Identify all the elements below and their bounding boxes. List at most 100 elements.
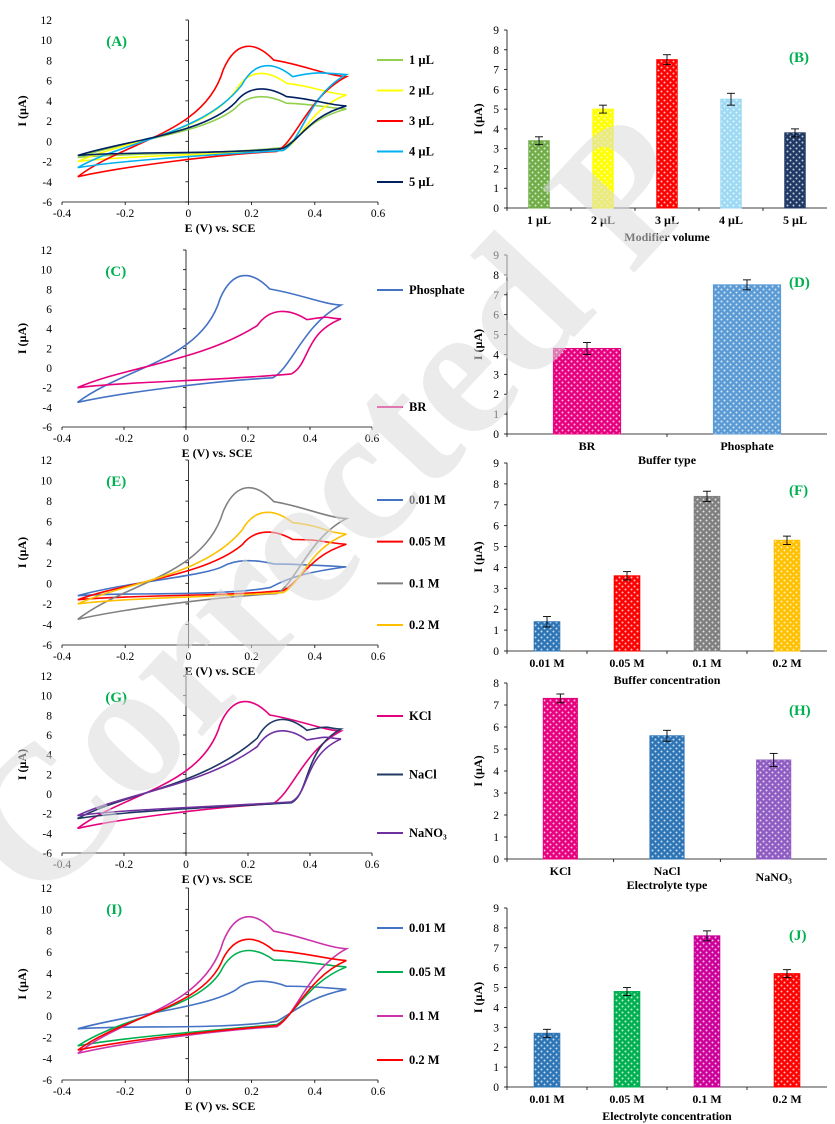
y-tick-label: 6 <box>493 310 499 322</box>
y-tick-label: 2 <box>46 343 52 355</box>
y-tick-label: 3 <box>493 144 499 156</box>
x-tick-label: -0.4 <box>53 433 71 445</box>
y-tick-label: 10 <box>41 691 53 703</box>
x-tick-label: 0.2 <box>244 1086 259 1098</box>
y-tick-label: 2 <box>493 163 499 175</box>
x-tick-label: 0.4 <box>308 208 323 220</box>
y-tick-label: 6 <box>46 730 52 742</box>
y-tick-label: 8 <box>493 479 499 491</box>
y-tick-label: 0 <box>493 1082 499 1094</box>
y-tick-label: -4 <box>42 619 52 631</box>
y-tick-label: -6 <box>42 1075 52 1087</box>
y-tick-label: 6 <box>493 84 499 96</box>
y-tick-label: 5 <box>493 330 499 342</box>
y-tick-label: 12 <box>41 245 53 257</box>
y-axis-label: I (µA) <box>471 755 485 786</box>
legend-entry: 1 µL <box>409 53 434 67</box>
y-tick-label: 8 <box>493 678 499 690</box>
y-tick-label: 0 <box>493 646 499 658</box>
y-tick-label: 3 <box>493 788 499 800</box>
cv-curve-series <box>77 310 342 389</box>
y-tick-label: -2 <box>42 383 52 395</box>
x-tick-label: NaNO₃ <box>756 870 793 884</box>
y-tick-label: 0 <box>46 578 52 590</box>
panel-title: (E) <box>106 474 126 490</box>
y-tick-label: 7 <box>493 500 499 512</box>
x-tick-label: 0.05 M <box>609 1092 644 1106</box>
bar <box>693 935 721 1088</box>
y-axis-label: I (µA) <box>471 541 485 572</box>
x-tick-label: 0 <box>183 859 189 871</box>
y-tick-label: 6 <box>46 947 52 959</box>
legend-entry: 4 µL <box>409 145 434 159</box>
y-tick-label: -2 <box>42 1032 52 1044</box>
cv-curve-series <box>77 938 347 1051</box>
x-axis-label: Modifier volume <box>624 230 710 244</box>
x-axis-label: Electrolyte type <box>627 878 708 892</box>
x-tick-label: Phosphate <box>720 439 774 453</box>
y-tick-label: 7 <box>493 943 499 955</box>
legend-entry: NaCl <box>409 768 437 782</box>
x-tick-label: 0.2 <box>244 651 259 663</box>
bar <box>552 347 622 435</box>
y-tick-label: 7 <box>493 290 499 302</box>
y-axis-label: I (µA) <box>15 968 29 999</box>
x-tick-label: 0.2 <box>244 208 259 220</box>
y-tick-label: 4 <box>493 124 499 136</box>
y-tick-label: 4 <box>46 96 52 108</box>
y-tick-label: -4 <box>42 402 52 414</box>
bar <box>773 539 801 652</box>
x-axis-label: E (V) vs. SCE <box>182 872 253 886</box>
y-tick-label: 0 <box>493 854 499 866</box>
cv-panel-g: -6 -4 -2 0 2 4 6 8 10 12 -0.4 -0.2 0 0.2 0.4 0.6 E (V) v… <box>15 671 447 886</box>
y-tick-label: 2 <box>493 604 499 616</box>
legend-entry: 0.01 M <box>409 493 446 507</box>
y-tick-label: 4 <box>46 324 52 336</box>
y-tick-label: 2 <box>493 810 499 822</box>
cv-curve-series <box>77 88 347 157</box>
y-tick-label: 1 <box>493 1062 499 1074</box>
bar <box>533 1032 561 1088</box>
panel-title: (J) <box>789 928 807 944</box>
x-tick-label: 0.2 <box>241 859 256 871</box>
x-tick-label: -0.2 <box>115 859 133 871</box>
x-tick-label: 0.6 <box>371 208 386 220</box>
bar-panel-d: 0 1 2 3 4 5 6 7 8 9 BR Phosphate Buffer type I (µA) (D… <box>471 250 827 467</box>
y-tick-label: 2 <box>46 990 52 1002</box>
panel-title: (C) <box>105 264 126 280</box>
x-tick-label: 0.05 M <box>609 656 644 670</box>
y-tick-label: 6 <box>46 76 52 88</box>
x-tick-label: 0.2 M <box>772 656 801 670</box>
bar-panel-b: 0 1 2 3 4 5 6 7 8 9 1 µL 2 µL 3 µL 4 µL 5 µL Modifier v… <box>471 25 827 244</box>
y-tick-label: -2 <box>42 157 52 169</box>
y-tick-label: 2 <box>493 389 499 401</box>
y-tick-label: 9 <box>493 25 499 37</box>
y-tick-label: 4 <box>46 968 52 980</box>
x-tick-label: 2 µL <box>591 213 615 227</box>
cv-curve-series <box>77 274 345 404</box>
y-tick-label: 0 <box>493 203 499 215</box>
y-tick-label: 5 <box>493 542 499 554</box>
y-axis-label: I (µA) <box>471 982 485 1013</box>
y-tick-label: 6 <box>493 722 499 734</box>
cv-curve-series <box>77 700 345 830</box>
y-tick-label: 12 <box>41 455 53 467</box>
y-tick-label: 8 <box>46 926 52 938</box>
cv-curve-series <box>77 559 347 597</box>
y-tick-label: 4 <box>493 562 499 574</box>
legend-entry: KCl <box>409 709 432 723</box>
y-tick-label: -4 <box>42 177 52 189</box>
x-tick-label: NaCl <box>654 864 681 878</box>
bar <box>542 697 578 860</box>
panel-title: (A) <box>106 34 127 50</box>
x-axis-label: Buffer concentration <box>614 673 721 687</box>
y-tick-label: -6 <box>42 422 52 434</box>
bar-panel-j: 0 1 2 3 4 5 6 7 8 9 0.01 M 0.05 M 0.1 M 0.2 M Electrol… <box>471 903 827 1123</box>
y-tick-label: 0 <box>46 136 52 148</box>
y-tick-label: -4 <box>42 1054 52 1066</box>
y-tick-label: 8 <box>493 270 499 282</box>
y-tick-label: 6 <box>493 963 499 975</box>
x-tick-label: 3 µL <box>655 213 679 227</box>
x-tick-label: 4 µL <box>719 213 743 227</box>
y-tick-label: 8 <box>493 45 499 57</box>
